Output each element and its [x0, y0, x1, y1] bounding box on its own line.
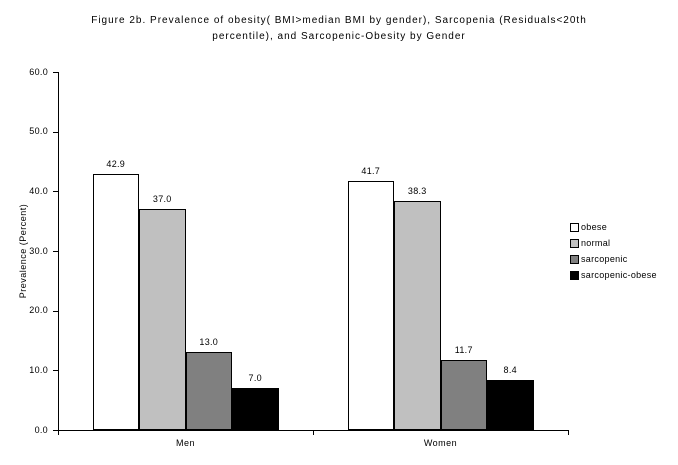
bar-value-label: 8.4	[503, 364, 517, 375]
legend-label: sarcopenic-obese	[581, 270, 657, 280]
y-axis-line	[58, 72, 59, 430]
legend-item-sarcopenic: sarcopenic	[570, 254, 657, 264]
legend-label: sarcopenic	[581, 254, 628, 264]
legend-swatch-sarcopenic	[570, 254, 579, 264]
y-tick-label: 60.0	[29, 66, 48, 77]
x-tick	[58, 431, 59, 435]
chart-title-line-2: percentile), and Sarcopenic-Obesity by G…	[212, 31, 466, 42]
bar-sarcopenic-obese-women	[487, 379, 534, 430]
y-tick-label: 0.0	[34, 424, 48, 435]
legend: obese normal sarcopenic sarcopenic-obese	[570, 222, 657, 286]
bar-value-label: 41.7	[361, 166, 381, 177]
y-tick	[53, 370, 58, 372]
bar-normal-women	[394, 201, 441, 430]
legend-swatch-sarcopenic-obese	[570, 270, 579, 280]
y-tick	[53, 131, 58, 133]
bar-sarcopenic-women	[440, 360, 487, 430]
legend-swatch-obese	[570, 222, 579, 232]
y-tick-label: 50.0	[29, 126, 48, 137]
bar-obese-men	[92, 174, 139, 430]
x-axis-line	[58, 430, 569, 431]
y-tick	[53, 310, 58, 312]
bar-obese-women	[347, 181, 394, 430]
legend-label: normal	[581, 238, 611, 248]
legend-item-normal: normal	[570, 238, 657, 248]
x-category-label: Women	[423, 438, 458, 448]
y-tick-label: 10.0	[29, 364, 48, 375]
y-tick-label: 40.0	[29, 185, 48, 196]
x-tick	[313, 431, 314, 435]
bar-value-label: 42.9	[106, 159, 126, 170]
bar-value-label: 38.3	[407, 186, 427, 197]
bar-value-label: 11.7	[454, 345, 473, 356]
y-tick	[53, 430, 58, 431]
bar-value-label: 7.0	[248, 373, 262, 384]
bar-value-label: 37.0	[152, 194, 172, 205]
y-tick	[53, 72, 58, 73]
y-tick	[53, 251, 58, 252]
chart-title-line-1: Figure 2b. Prevalence of obesity( BMI>me…	[91, 15, 587, 26]
legend-label: obese	[581, 222, 608, 232]
chart-title: Figure 2b. Prevalence of obesity( BMI>me…	[0, 13, 678, 45]
x-category-label: Men	[175, 438, 195, 448]
bar-sarcopenic-obese-men	[232, 388, 279, 430]
legend-item-obese: obese	[570, 222, 657, 232]
legend-item-sarcopenic-obese: sarcopenic-obese	[570, 270, 657, 280]
x-tick	[568, 431, 569, 435]
y-tick-label: 20.0	[29, 305, 48, 316]
bar-sarcopenic-men	[185, 352, 232, 430]
bar-normal-men	[139, 209, 186, 430]
bar-value-label: 13.0	[199, 337, 219, 348]
y-tick-label: 30.0	[29, 245, 48, 256]
legend-swatch-normal	[570, 238, 579, 248]
y-tick	[53, 191, 58, 193]
